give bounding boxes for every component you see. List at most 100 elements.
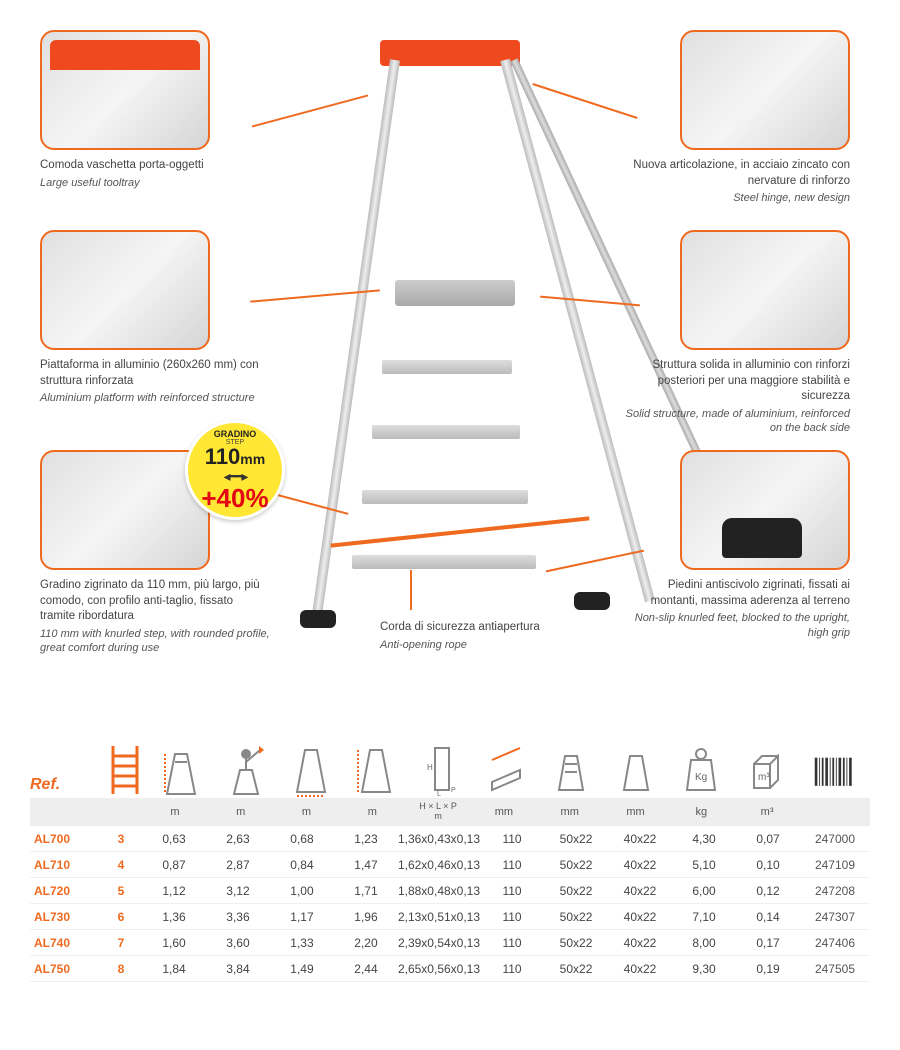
feature-thumb bbox=[680, 30, 850, 150]
cell-value: 2,13x0,51x0,13 bbox=[398, 910, 480, 924]
cell-value: 50x22 bbox=[544, 884, 608, 898]
cell-code: 247208 bbox=[800, 884, 870, 898]
cell-value: 1,00 bbox=[270, 884, 334, 898]
cell-value: 110 bbox=[480, 858, 544, 872]
feature-text-en: Anti-opening rope bbox=[380, 638, 580, 653]
table-row: AL74071,603,601,332,202,39x0,54x0,131105… bbox=[30, 930, 870, 956]
cell-value: 1,36 bbox=[142, 910, 206, 924]
cell-value: 50x22 bbox=[544, 910, 608, 924]
cell-value: 3,60 bbox=[206, 936, 270, 950]
unit-cell: mm bbox=[537, 806, 603, 818]
cell-value: 0,07 bbox=[736, 832, 800, 846]
cell-value: 2,65x0,56x0,13 bbox=[398, 962, 480, 976]
unit-cell: mm bbox=[603, 806, 669, 818]
cell-code: 247307 bbox=[800, 910, 870, 924]
feature-thumb bbox=[40, 230, 210, 350]
table-row: AL72051,123,121,001,711,88x0,48x0,131105… bbox=[30, 878, 870, 904]
badge-percent: +40% bbox=[201, 485, 268, 511]
cell-value: 40x22 bbox=[608, 962, 672, 976]
profile1-icon bbox=[540, 738, 601, 798]
cell-steps: 5 bbox=[100, 884, 142, 898]
package-dim-icon: HLP bbox=[410, 738, 471, 798]
feature-text-it: Piattaforma in alluminio (260x260 mm) co… bbox=[40, 358, 270, 389]
cell-value: 40x22 bbox=[608, 832, 672, 846]
cell-value: 110 bbox=[480, 832, 544, 846]
feature-text-it: Piedini antiscivolo zigrinati, fissati a… bbox=[620, 578, 850, 609]
feature-rope: Corda di sicurezza antiapertura Anti-ope… bbox=[380, 620, 580, 652]
cell-value: 40x22 bbox=[608, 936, 672, 950]
svg-text:Kg: Kg bbox=[695, 772, 707, 783]
cell-code: 247109 bbox=[800, 858, 870, 872]
feature-thumb bbox=[680, 450, 850, 570]
cell-value: 8,00 bbox=[672, 936, 736, 950]
cell-value: 0,10 bbox=[736, 858, 800, 872]
badge-size: 110mm bbox=[205, 446, 265, 468]
cell-value: 1,17 bbox=[270, 910, 334, 924]
cell-value: 40x22 bbox=[608, 910, 672, 924]
table-row: AL70030,632,630,681,231,36x0,43x0,131105… bbox=[30, 826, 870, 852]
cell-value: 40x22 bbox=[608, 884, 672, 898]
feature-feet: Piedini antiscivolo zigrinati, fissati a… bbox=[620, 450, 850, 641]
cell-steps: 3 bbox=[100, 832, 142, 846]
feature-text-en: Large useful tooltray bbox=[40, 176, 270, 191]
step-width-icon bbox=[475, 738, 536, 798]
cell-value: 2,20 bbox=[334, 936, 398, 950]
unit-cell: H × L × Pm bbox=[405, 802, 471, 822]
cell-value: 2,39x0,54x0,13 bbox=[398, 936, 480, 950]
svg-text:m³: m³ bbox=[758, 772, 770, 783]
cell-code: 247505 bbox=[800, 962, 870, 976]
table-unit-row: m m m m H × L × Pm mm mm mm kg m³ bbox=[30, 798, 870, 826]
cell-value: 0,17 bbox=[736, 936, 800, 950]
cell-steps: 8 bbox=[100, 962, 142, 976]
feature-platform: Piattaforma in alluminio (260x260 mm) co… bbox=[40, 230, 270, 406]
feature-thumb bbox=[40, 30, 210, 150]
cell-value: 1,84 bbox=[142, 962, 206, 976]
cell-value: 110 bbox=[480, 936, 544, 950]
feature-text-en: Non-slip knurled feet, blocked to the up… bbox=[620, 611, 850, 641]
cell-value: 2,87 bbox=[206, 858, 270, 872]
unit-cell: kg bbox=[668, 806, 734, 818]
cell-value: 1,23 bbox=[334, 832, 398, 846]
cell-value: 1,88x0,48x0,13 bbox=[398, 884, 480, 898]
cell-value: 3,36 bbox=[206, 910, 270, 924]
badge-label: GRADINO bbox=[214, 429, 257, 439]
profile2-icon bbox=[605, 738, 666, 798]
cell-code: 247000 bbox=[800, 832, 870, 846]
steps-icon bbox=[104, 738, 146, 798]
cell-value: 110 bbox=[480, 910, 544, 924]
table-row: AL75081,843,841,492,442,65x0,56x0,131105… bbox=[30, 956, 870, 982]
feature-text-it: Gradino zigrinato da 110 mm, più largo, … bbox=[40, 578, 270, 625]
feature-text-en: Steel hinge, new design bbox=[620, 191, 850, 206]
feature-tooltray: Comoda vaschetta porta-oggetti Large use… bbox=[40, 30, 270, 190]
cell-value: 9,30 bbox=[672, 962, 736, 976]
cell-value: 1,96 bbox=[334, 910, 398, 924]
feature-structure: Struttura solida in alluminio con rinfor… bbox=[620, 230, 850, 436]
feature-text-en: Aluminium platform with reinforced struc… bbox=[40, 391, 270, 406]
cell-value: 110 bbox=[480, 962, 544, 976]
product-datasheet: Comoda vaschetta porta-oggetti Large use… bbox=[0, 0, 900, 1050]
ladder-illustration bbox=[300, 40, 600, 630]
reach-height-icon bbox=[215, 738, 276, 798]
unit-cell: m bbox=[142, 806, 208, 818]
unit-cell: m bbox=[208, 806, 274, 818]
cell-ref: AL740 bbox=[30, 936, 100, 950]
cell-value: 0,68 bbox=[270, 832, 334, 846]
feature-text-it: Struttura solida in alluminio con rinfor… bbox=[620, 358, 850, 405]
cell-ref: AL710 bbox=[30, 858, 100, 872]
cell-code: 247406 bbox=[800, 936, 870, 950]
leader-line bbox=[410, 570, 412, 610]
cell-ref: AL700 bbox=[30, 832, 100, 846]
table-row: AL71040,872,870,841,471,62x0,46x0,131105… bbox=[30, 852, 870, 878]
cell-value: 50x22 bbox=[544, 832, 608, 846]
feature-text-it: Comoda vaschetta porta-oggetti bbox=[40, 158, 270, 174]
cell-ref: AL750 bbox=[30, 962, 100, 976]
table-body: AL70030,632,630,681,231,36x0,43x0,131105… bbox=[30, 826, 870, 982]
unit-cell: m³ bbox=[734, 806, 800, 818]
feature-thumb bbox=[680, 230, 850, 350]
cell-value: 4,30 bbox=[672, 832, 736, 846]
cell-steps: 7 bbox=[100, 936, 142, 950]
svg-text:H: H bbox=[427, 763, 433, 772]
cell-value: 1,12 bbox=[142, 884, 206, 898]
cell-value: 2,44 bbox=[334, 962, 398, 976]
platform-height-icon bbox=[150, 738, 211, 798]
